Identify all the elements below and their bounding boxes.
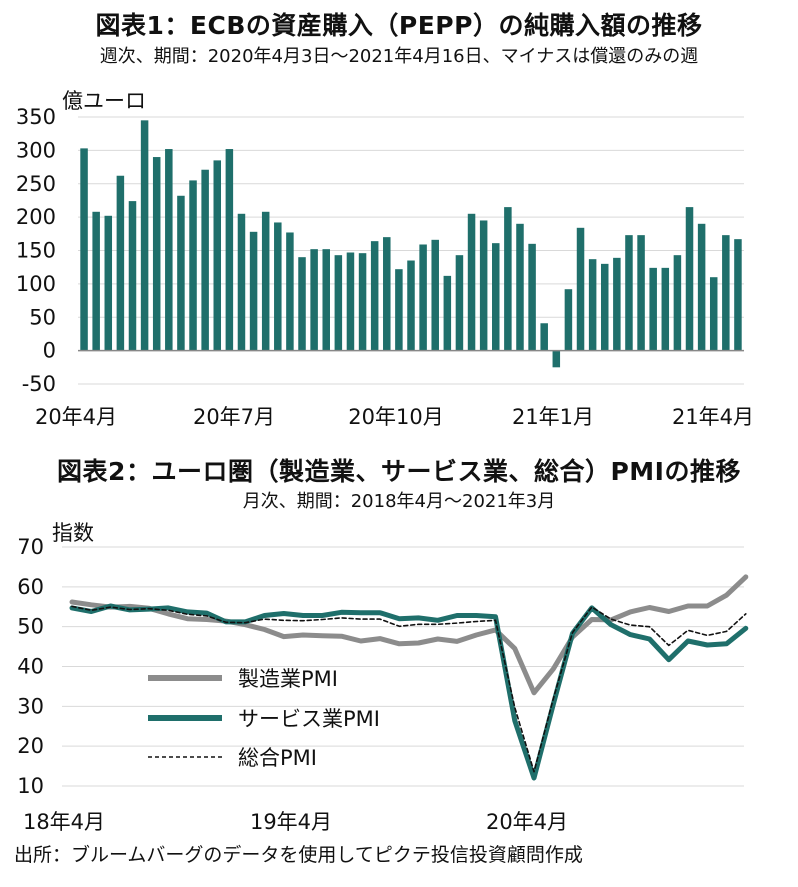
bar [310, 249, 318, 351]
y-tick-label: 40 [17, 655, 44, 679]
y-tick-label: 10 [17, 774, 44, 798]
bar [492, 243, 500, 351]
bar [395, 269, 403, 351]
bar [298, 257, 306, 351]
y-unit-label: 指数 [52, 521, 94, 545]
bar [722, 235, 730, 351]
bar [383, 237, 391, 351]
bar [613, 257, 621, 351]
bar [734, 239, 742, 351]
bar [528, 243, 536, 351]
bar [625, 235, 633, 351]
bar [322, 249, 330, 351]
chart2-title: 図表2：ユーロ圏（製造業、サービス業、総合）PMIの推移 [57, 457, 741, 486]
bar [443, 275, 452, 351]
bar [261, 211, 270, 351]
bar [177, 195, 185, 351]
y-tick-label: 350 [16, 105, 56, 129]
bar [165, 149, 173, 351]
series-line-composite [71, 605, 747, 773]
bar [116, 175, 125, 351]
bar [128, 201, 137, 351]
bar [540, 323, 548, 351]
bar [104, 215, 113, 351]
bar [516, 223, 524, 351]
bar [80, 148, 88, 351]
y-tick-label: 50 [17, 615, 44, 639]
bar [673, 255, 682, 351]
y-tick-label: 250 [16, 172, 56, 196]
chart2-subtitle: 月次、期間：2018年4月～2021年3月 [242, 491, 556, 512]
x-tick-label: 20年4月 [486, 810, 568, 834]
bar [140, 120, 149, 351]
x-tick-label: 18年4月 [23, 810, 105, 834]
bar [92, 211, 100, 351]
bar [213, 160, 222, 351]
bar [152, 157, 161, 351]
chart1-subtitle: 週次、期間：2020年4月3日～2021年4月16日、マイナスは償還のみの週 [99, 46, 699, 67]
y-tick-label: 150 [16, 239, 56, 263]
x-tick-label: 19年4月 [250, 810, 332, 834]
bar [358, 253, 367, 351]
x-tick-label: 20年10月 [348, 405, 443, 429]
bar [661, 267, 670, 351]
bar [237, 213, 246, 351]
series-line-services [69, 603, 749, 781]
bar [600, 263, 609, 351]
y-tick-label: 100 [16, 272, 56, 296]
y-tick-label: -50 [22, 372, 56, 396]
y-tick-label: 30 [17, 694, 44, 718]
bar [588, 259, 597, 351]
y-tick-label: 0 [43, 339, 56, 363]
bar [346, 252, 355, 351]
bar [697, 223, 706, 351]
bar [225, 149, 234, 351]
legend-composite-label: 総合PMI [238, 746, 317, 770]
bar [274, 222, 282, 351]
x-tick-label: 20年4月 [35, 405, 117, 429]
bar [419, 244, 427, 351]
series-line-manufacturing [69, 574, 749, 696]
bar [286, 232, 294, 351]
bar [370, 241, 379, 351]
source-note: 出所：ブルームバーグのデータを使用してピクテ投信投資顧問作成 [14, 844, 583, 866]
legend-services-label: サービス業PMI [238, 707, 380, 731]
bar [431, 239, 439, 351]
x-tick-label: 21年4月 [672, 405, 754, 429]
pepp-bar-chart: 350 300 250 200 150 100 50 0 -50 億ユーロ 20年4月 20年7月 20… [16, 89, 754, 429]
bar [685, 207, 694, 351]
bar [649, 267, 657, 351]
y-tick-label: 60 [17, 575, 44, 599]
y-tick-label: 70 [17, 535, 44, 559]
bar [407, 260, 415, 351]
bar [334, 255, 343, 351]
bar [637, 235, 645, 351]
x-tick-label: 21年1月 [512, 405, 594, 429]
bar [201, 169, 209, 351]
bar [564, 289, 573, 351]
bar [479, 220, 488, 351]
chart1-title: 図表1：ECBの資産購入（PEPP）の純購入額の推移 [95, 11, 703, 40]
bar [504, 207, 512, 351]
y-tick-label: 50 [29, 305, 56, 329]
bar [189, 180, 197, 351]
x-tick-label: 20年7月 [193, 405, 275, 429]
bar [576, 227, 585, 351]
bar [552, 350, 561, 368]
bar [467, 213, 476, 351]
bar [455, 255, 464, 351]
y-tick-label: 300 [16, 138, 56, 162]
bar [249, 231, 258, 351]
bar [709, 277, 718, 351]
y-tick-label: 20 [17, 734, 44, 758]
legend-manufacturing-label: 製造業PMI [238, 667, 338, 691]
y-unit-label: 億ユーロ [62, 89, 146, 113]
y-tick-label: 200 [16, 205, 56, 229]
